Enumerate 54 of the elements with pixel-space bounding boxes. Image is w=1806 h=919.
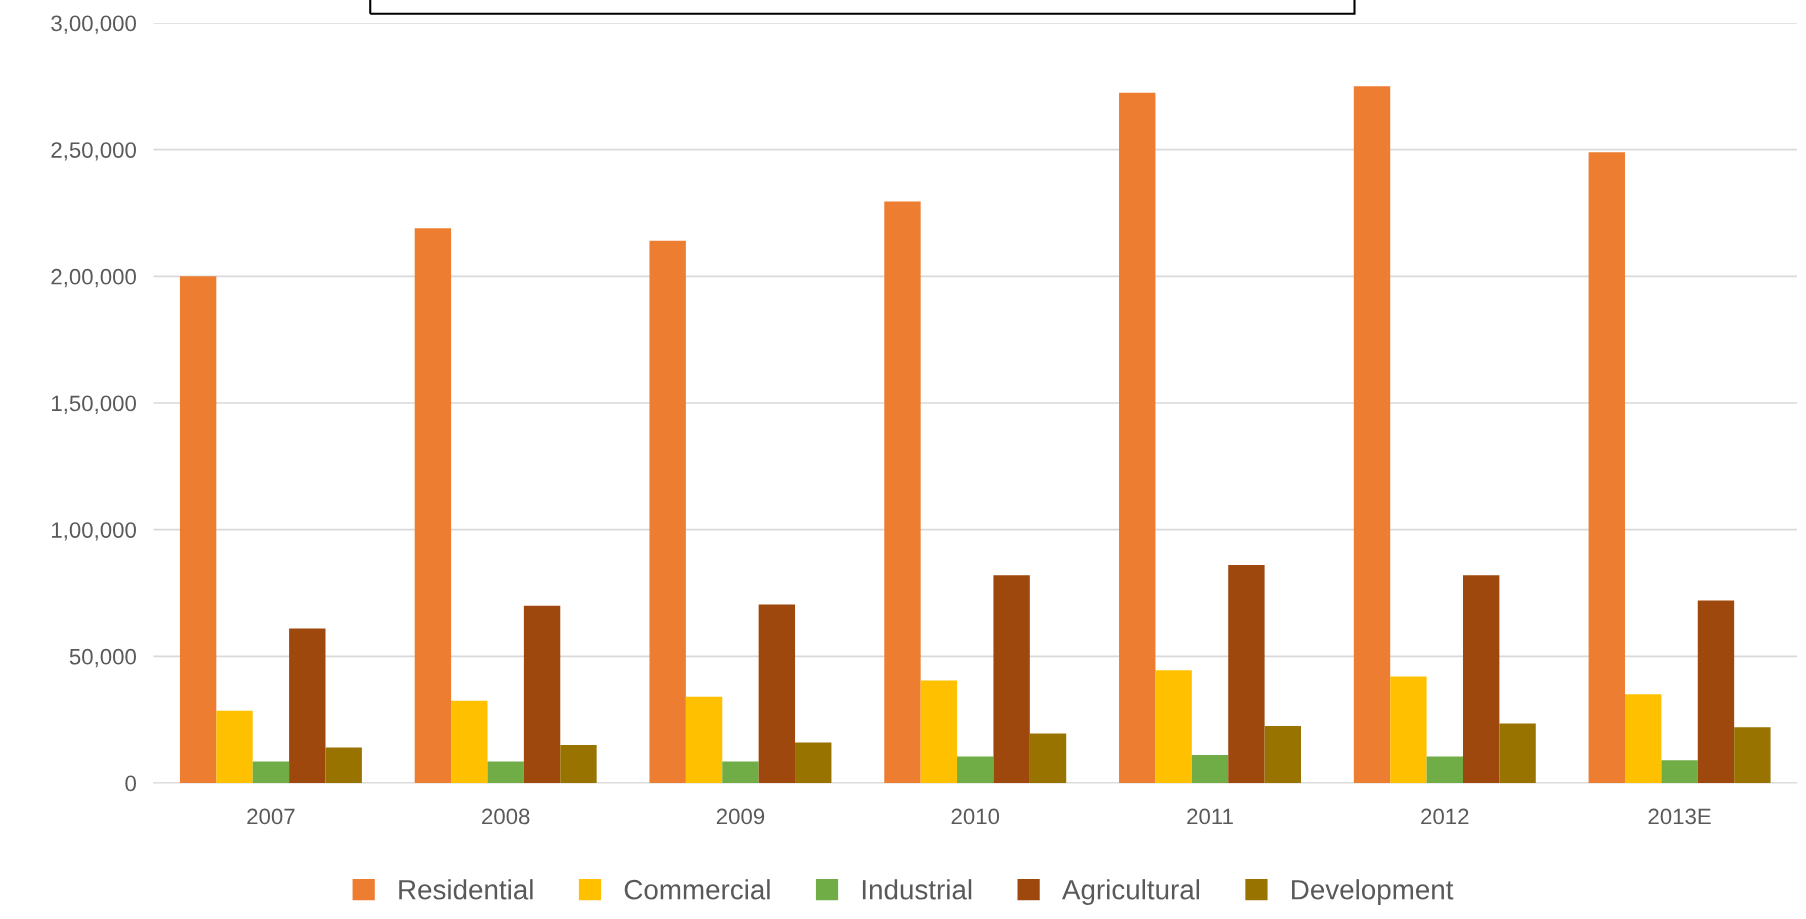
bar xyxy=(957,756,994,783)
bar xyxy=(451,700,488,783)
bar xyxy=(1697,600,1735,783)
bar xyxy=(649,240,686,783)
bar xyxy=(216,710,253,783)
bar xyxy=(1734,727,1771,783)
bar xyxy=(487,761,524,783)
bar xyxy=(1155,670,1192,783)
bar xyxy=(1029,733,1067,783)
bar xyxy=(560,744,597,783)
bar xyxy=(325,747,362,783)
y-tick-label: 0 xyxy=(125,775,136,792)
y-tick-label: 2,50,000 xyxy=(51,142,136,161)
bar xyxy=(685,696,723,783)
y-tick-label: 1,50,000 xyxy=(52,395,136,414)
x-tick-label: 2009 xyxy=(716,808,765,825)
x-tick-label: 2010 xyxy=(951,808,1000,825)
bar xyxy=(252,761,290,783)
bar xyxy=(884,201,921,783)
x-tick-label: 2008 xyxy=(482,808,530,825)
legend-label: Commercial xyxy=(624,879,770,900)
bar xyxy=(722,761,759,783)
bar xyxy=(1264,725,1301,783)
bar xyxy=(1191,755,1229,783)
legend-label: Industrial xyxy=(862,879,972,900)
bar xyxy=(1499,723,1536,783)
y-tick-label: 50,000 xyxy=(69,648,136,668)
bar xyxy=(523,605,561,783)
bar xyxy=(1426,756,1463,783)
bar xyxy=(179,276,217,783)
y-tick-label: 3,00,000 xyxy=(51,15,136,34)
bar xyxy=(920,680,958,783)
bar xyxy=(1661,760,1698,783)
bar xyxy=(758,604,796,783)
x-tick-label: 2013E xyxy=(1648,808,1711,825)
bar xyxy=(414,228,452,783)
y-tick-label: 1,00,000 xyxy=(52,522,136,541)
bar xyxy=(1390,676,1427,783)
bar xyxy=(289,628,326,783)
bar xyxy=(795,742,832,783)
bar xyxy=(993,575,1030,783)
bar xyxy=(1228,565,1265,783)
legend-label: Agricultural xyxy=(1062,879,1200,906)
bar xyxy=(1119,92,1156,783)
legend-label: Residential xyxy=(399,879,533,900)
x-tick-label: 2007 xyxy=(247,808,295,825)
bar xyxy=(1353,86,1391,783)
bar xyxy=(1463,575,1500,783)
bar xyxy=(1588,152,1625,783)
legend-label: Development xyxy=(1292,879,1454,906)
x-tick-label: 2011 xyxy=(1187,808,1233,825)
y-tick-label: 2,00,000 xyxy=(51,268,136,288)
bar xyxy=(1624,694,1662,783)
x-tick-label: 2012 xyxy=(1421,808,1469,825)
